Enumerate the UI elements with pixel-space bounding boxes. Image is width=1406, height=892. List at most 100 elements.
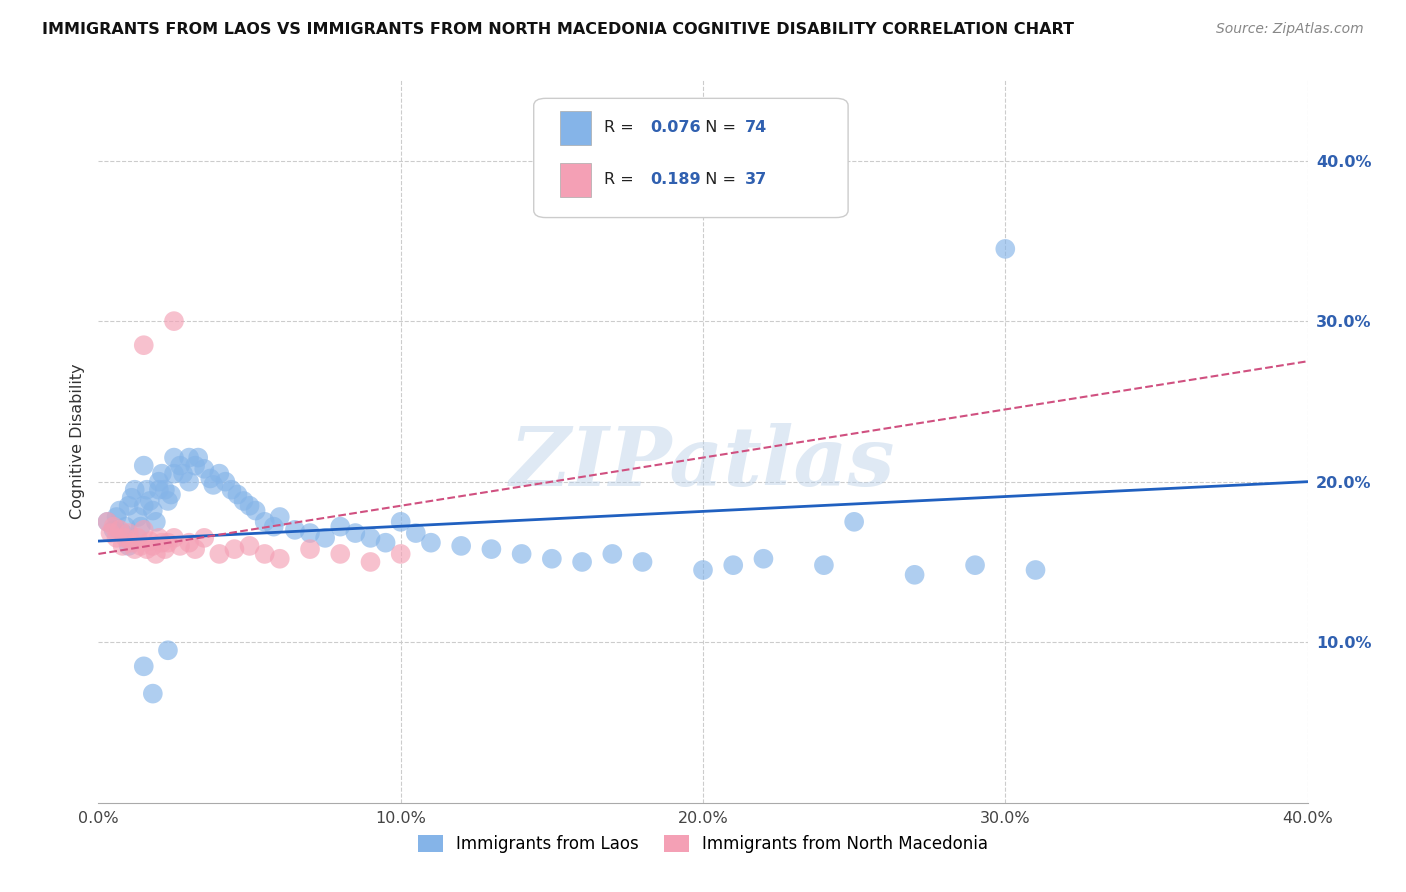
- Point: [121, 535, 143, 549]
- Point: [193, 531, 215, 545]
- Point: [450, 539, 472, 553]
- Point: [163, 467, 186, 481]
- Point: [221, 483, 243, 497]
- Point: [200, 471, 222, 485]
- Point: [150, 467, 173, 481]
- Point: [420, 535, 443, 549]
- FancyBboxPatch shape: [534, 98, 848, 218]
- Point: [139, 534, 162, 549]
- Point: [124, 542, 146, 557]
- Point: [299, 542, 322, 557]
- Point: [132, 499, 155, 513]
- Point: [153, 542, 176, 557]
- Point: [145, 515, 167, 529]
- Point: [145, 547, 167, 561]
- Legend: Immigrants from Laos, Immigrants from North Macedonia: Immigrants from Laos, Immigrants from No…: [411, 828, 995, 860]
- Point: [253, 515, 276, 529]
- Point: [153, 483, 176, 497]
- Point: [163, 314, 186, 328]
- Point: [329, 519, 352, 533]
- Point: [389, 547, 412, 561]
- Text: ZIPatlas: ZIPatlas: [510, 423, 896, 503]
- Point: [163, 450, 186, 465]
- Point: [132, 338, 155, 352]
- Y-axis label: Cognitive Disability: Cognitive Disability: [69, 364, 84, 519]
- Point: [142, 503, 165, 517]
- Point: [692, 563, 714, 577]
- Point: [129, 539, 152, 553]
- Point: [1024, 563, 1046, 577]
- Text: 74: 74: [745, 120, 768, 136]
- Point: [214, 475, 236, 489]
- Point: [172, 467, 194, 481]
- Text: IMMIGRANTS FROM LAOS VS IMMIGRANTS FROM NORTH MACEDONIA COGNITIVE DISABILITY COR: IMMIGRANTS FROM LAOS VS IMMIGRANTS FROM …: [42, 22, 1074, 37]
- Point: [132, 659, 155, 673]
- Point: [118, 499, 141, 513]
- Point: [103, 519, 125, 533]
- Point: [723, 558, 745, 573]
- Point: [148, 531, 170, 545]
- Text: R =: R =: [603, 172, 638, 187]
- Point: [329, 547, 352, 561]
- Point: [132, 458, 155, 473]
- Point: [187, 450, 209, 465]
- Point: [111, 539, 134, 553]
- Point: [813, 558, 835, 573]
- Point: [208, 467, 231, 481]
- Point: [150, 535, 173, 549]
- Point: [232, 494, 254, 508]
- Point: [193, 462, 215, 476]
- Point: [105, 531, 128, 545]
- Point: [135, 542, 157, 557]
- Point: [208, 547, 231, 561]
- Point: [510, 547, 533, 561]
- Point: [121, 491, 143, 505]
- Point: [269, 510, 291, 524]
- Point: [571, 555, 593, 569]
- Point: [904, 567, 927, 582]
- Point: [179, 475, 201, 489]
- Point: [844, 515, 866, 529]
- Point: [103, 523, 125, 537]
- Point: [105, 510, 128, 524]
- Point: [96, 515, 118, 529]
- Point: [299, 526, 322, 541]
- Point: [124, 483, 146, 497]
- FancyBboxPatch shape: [561, 162, 591, 197]
- Point: [752, 551, 775, 566]
- Point: [344, 526, 367, 541]
- Point: [405, 526, 427, 541]
- Point: [148, 475, 170, 489]
- Point: [202, 478, 225, 492]
- Point: [118, 526, 141, 541]
- Point: [127, 510, 149, 524]
- Point: [389, 515, 412, 529]
- Point: [994, 242, 1017, 256]
- Point: [631, 555, 654, 569]
- Point: [148, 483, 170, 497]
- Point: [163, 531, 186, 545]
- Point: [481, 542, 503, 557]
- Point: [139, 494, 162, 508]
- Point: [135, 483, 157, 497]
- Point: [314, 531, 336, 545]
- Point: [132, 523, 155, 537]
- Point: [602, 547, 624, 561]
- Text: 0.189: 0.189: [650, 172, 700, 187]
- Text: Source: ZipAtlas.com: Source: ZipAtlas.com: [1216, 22, 1364, 37]
- Point: [100, 526, 122, 541]
- Point: [156, 494, 179, 508]
- Text: 37: 37: [745, 172, 768, 187]
- Point: [118, 539, 141, 553]
- Point: [184, 542, 207, 557]
- Point: [226, 487, 249, 501]
- Point: [263, 519, 285, 533]
- Point: [360, 555, 382, 569]
- Point: [108, 503, 131, 517]
- Point: [965, 558, 987, 573]
- Point: [245, 503, 267, 517]
- Text: R =: R =: [603, 120, 638, 136]
- Point: [142, 539, 165, 553]
- Point: [253, 547, 276, 561]
- Point: [269, 551, 291, 566]
